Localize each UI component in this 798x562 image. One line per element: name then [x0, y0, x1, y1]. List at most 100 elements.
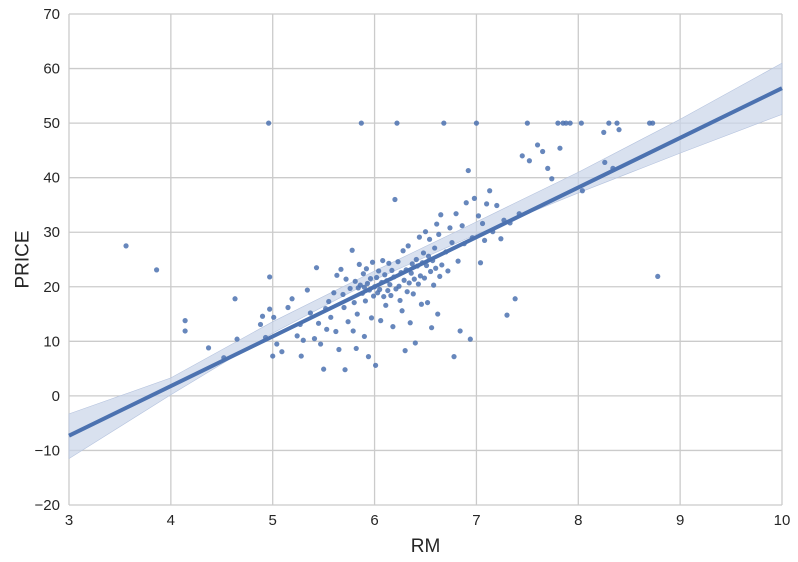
data-point	[385, 287, 391, 294]
data-point	[340, 291, 346, 298]
data-point	[315, 320, 322, 326]
data-point	[579, 188, 585, 194]
x-tick-label: 10	[774, 512, 791, 529]
data-point	[437, 273, 443, 280]
data-point	[270, 353, 276, 359]
data-point	[182, 318, 188, 324]
data-point	[453, 211, 459, 217]
data-point	[555, 120, 561, 126]
data-point	[426, 236, 433, 242]
data-point	[392, 196, 398, 203]
data-point	[267, 306, 273, 312]
data-point	[563, 120, 569, 126]
x-tick-label: 7	[472, 512, 480, 529]
data-point	[367, 275, 374, 282]
y-tick-label: 30	[43, 224, 60, 241]
regression-line	[68, 86, 783, 438]
data-point	[402, 348, 408, 354]
data-point	[467, 336, 473, 342]
data-point	[441, 120, 447, 126]
data-point	[259, 313, 266, 319]
data-point	[343, 276, 349, 282]
data-point	[205, 345, 212, 351]
data-point	[232, 296, 238, 302]
x-axis-label: RM	[411, 536, 441, 557]
data-point	[439, 262, 445, 268]
data-point	[479, 220, 486, 227]
data-point	[311, 336, 318, 342]
data-point	[475, 213, 482, 219]
data-point	[399, 308, 405, 314]
data-points	[123, 120, 661, 373]
data-point	[274, 341, 280, 347]
data-point	[410, 291, 416, 297]
data-point	[267, 274, 273, 280]
data-point	[289, 296, 295, 302]
data-point	[650, 120, 656, 126]
data-point	[557, 145, 563, 151]
data-point	[445, 268, 451, 274]
data-point	[526, 158, 532, 164]
y-tick-label: 70	[43, 6, 60, 23]
y-axis-label: PRICE	[13, 230, 34, 288]
data-point	[534, 142, 541, 148]
data-point	[370, 293, 377, 299]
data-point	[396, 283, 402, 289]
data-point	[376, 268, 382, 274]
data-point	[411, 276, 417, 282]
data-point	[416, 234, 422, 240]
data-point	[294, 333, 300, 339]
data-point	[347, 285, 353, 292]
x-tick-label: 6	[370, 512, 378, 529]
data-point	[356, 261, 362, 268]
data-point	[361, 284, 367, 290]
data-point	[377, 286, 383, 293]
data-point	[357, 282, 363, 288]
data-point	[545, 165, 551, 171]
data-point	[350, 328, 356, 334]
data-point	[455, 258, 461, 264]
data-point	[418, 301, 425, 307]
data-point	[422, 229, 429, 235]
y-tick-label: −10	[35, 442, 60, 459]
data-point	[404, 289, 410, 295]
x-tick-label: 9	[676, 512, 684, 529]
data-point	[321, 366, 327, 372]
y-tick-label: 0	[52, 388, 60, 405]
data-point	[434, 221, 440, 227]
data-point	[285, 304, 291, 311]
data-point	[473, 120, 480, 126]
data-point	[317, 341, 324, 347]
data-point	[549, 176, 555, 182]
data-point	[451, 354, 457, 360]
grid-lines	[68, 13, 783, 506]
data-point	[234, 336, 240, 342]
data-point	[412, 340, 418, 346]
data-point	[477, 260, 484, 266]
data-point	[512, 296, 518, 302]
data-point	[471, 195, 477, 201]
data-point	[382, 272, 388, 278]
x-tick-label: 4	[167, 512, 175, 529]
data-point	[349, 247, 355, 253]
data-point	[449, 239, 455, 246]
data-point	[421, 275, 428, 281]
data-point	[326, 298, 332, 305]
data-point	[298, 353, 304, 359]
data-point	[153, 267, 160, 273]
data-point	[433, 265, 439, 271]
data-point	[364, 280, 371, 287]
data-point	[427, 268, 434, 275]
data-point	[257, 321, 264, 328]
data-point	[387, 281, 393, 288]
data-point	[380, 257, 386, 264]
data-point	[459, 223, 465, 229]
data-point	[484, 201, 490, 207]
data-point	[361, 333, 367, 340]
data-point	[341, 304, 347, 311]
data-point	[333, 328, 339, 335]
data-point	[365, 354, 372, 360]
data-point	[372, 362, 379, 368]
regression-line-layer	[68, 86, 783, 438]
